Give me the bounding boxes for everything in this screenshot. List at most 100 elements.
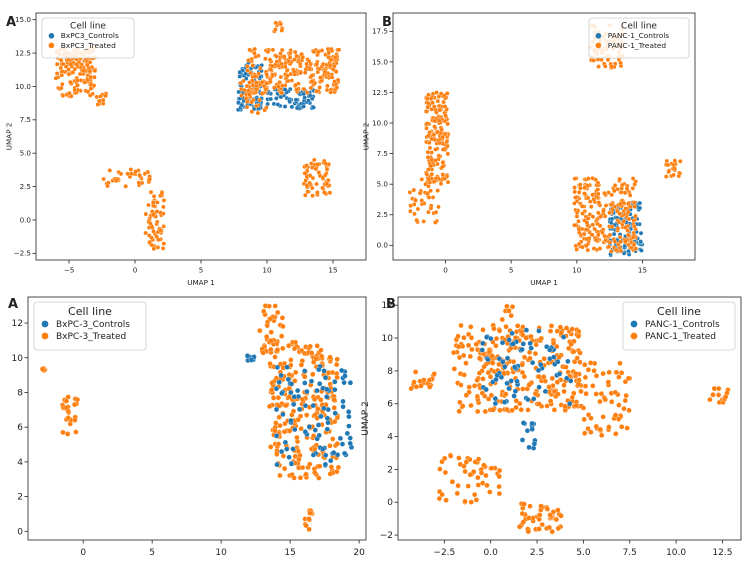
data-point bbox=[154, 209, 160, 214]
data-point bbox=[114, 178, 119, 184]
data-point bbox=[568, 378, 574, 384]
data-point bbox=[574, 210, 580, 216]
y-tick-label: 12.5 bbox=[372, 88, 388, 97]
series-PANC-1_Treated bbox=[408, 303, 731, 535]
data-point bbox=[571, 359, 578, 365]
data-point bbox=[327, 63, 333, 68]
scatter-points bbox=[53, 20, 342, 252]
data-point bbox=[546, 524, 552, 531]
data-point bbox=[579, 204, 585, 209]
data-point bbox=[626, 201, 631, 207]
data-point bbox=[304, 163, 309, 168]
data-point bbox=[332, 387, 338, 393]
data-point bbox=[320, 175, 326, 180]
data-point bbox=[508, 378, 514, 384]
y-tick-label: 7.5 bbox=[377, 149, 388, 158]
data-point bbox=[623, 206, 628, 211]
y-tick-label: 17.5 bbox=[372, 27, 388, 36]
data-point bbox=[573, 402, 579, 409]
data-point bbox=[624, 186, 630, 191]
data-point bbox=[427, 140, 432, 145]
data-point bbox=[572, 201, 577, 206]
data-point bbox=[259, 80, 265, 85]
data-point bbox=[424, 126, 429, 131]
data-point bbox=[491, 326, 497, 332]
data-point bbox=[583, 391, 589, 397]
data-point bbox=[461, 372, 467, 378]
legend-entry: PANC-1_Treated bbox=[645, 332, 716, 342]
data-point bbox=[492, 400, 499, 407]
data-point bbox=[632, 204, 637, 209]
data-point bbox=[147, 239, 152, 245]
data-point bbox=[424, 121, 430, 126]
data-point bbox=[466, 384, 472, 390]
data-point bbox=[311, 105, 316, 110]
data-point bbox=[261, 83, 267, 89]
data-point bbox=[536, 526, 542, 532]
data-point bbox=[264, 80, 269, 86]
y-tick-label: 5.0 bbox=[377, 180, 389, 189]
legend-marker bbox=[595, 33, 602, 39]
legend-marker bbox=[595, 42, 602, 49]
data-point bbox=[54, 61, 60, 67]
data-point bbox=[474, 393, 481, 400]
data-point bbox=[280, 411, 286, 418]
data-point bbox=[711, 385, 717, 392]
data-point bbox=[483, 472, 489, 479]
data-point bbox=[311, 359, 317, 365]
data-point bbox=[39, 366, 46, 372]
legend-title: Cell line bbox=[621, 22, 657, 32]
data-point bbox=[159, 190, 165, 196]
data-point bbox=[287, 55, 293, 60]
series-BxPC-3_Controls bbox=[244, 353, 355, 469]
data-point bbox=[325, 370, 332, 376]
data-point bbox=[508, 312, 514, 319]
data-point bbox=[576, 219, 581, 224]
data-point bbox=[615, 226, 621, 231]
data-point bbox=[75, 78, 80, 83]
data-point bbox=[612, 389, 618, 396]
data-point bbox=[318, 75, 323, 80]
data-point bbox=[309, 79, 315, 84]
data-point bbox=[587, 212, 593, 217]
data-point bbox=[582, 430, 588, 436]
data-point bbox=[278, 448, 285, 455]
data-point bbox=[510, 359, 517, 365]
data-point bbox=[442, 455, 448, 462]
data-point bbox=[426, 92, 431, 98]
data-point bbox=[317, 66, 322, 72]
data-point bbox=[331, 397, 337, 403]
data-point bbox=[484, 482, 490, 489]
data-point bbox=[307, 93, 313, 98]
data-point bbox=[424, 96, 430, 102]
data-point bbox=[590, 222, 596, 228]
x-tick-label: 10 bbox=[262, 265, 272, 274]
y-tick-label: −2 bbox=[380, 531, 393, 541]
data-point bbox=[161, 241, 167, 246]
data-point bbox=[101, 176, 106, 182]
data-point bbox=[288, 417, 294, 424]
data-point bbox=[63, 405, 69, 411]
data-point bbox=[332, 418, 338, 425]
data-point bbox=[72, 66, 78, 72]
scatter-points bbox=[408, 303, 731, 535]
data-point bbox=[618, 370, 625, 376]
data-point bbox=[586, 176, 591, 181]
data-point bbox=[273, 433, 280, 439]
data-point bbox=[428, 188, 433, 194]
data-point bbox=[150, 200, 156, 205]
data-point bbox=[275, 441, 282, 447]
data-point bbox=[574, 247, 579, 252]
data-point bbox=[444, 139, 450, 145]
data-point bbox=[513, 398, 519, 404]
legend-box bbox=[33, 301, 147, 351]
data-point bbox=[481, 364, 487, 370]
data-point bbox=[244, 353, 251, 359]
data-point bbox=[582, 374, 589, 381]
data-point bbox=[585, 367, 592, 373]
scatter-points bbox=[407, 23, 683, 258]
data-point bbox=[331, 405, 337, 411]
data-point bbox=[538, 335, 544, 342]
data-point bbox=[333, 69, 339, 74]
data-point bbox=[480, 376, 486, 382]
